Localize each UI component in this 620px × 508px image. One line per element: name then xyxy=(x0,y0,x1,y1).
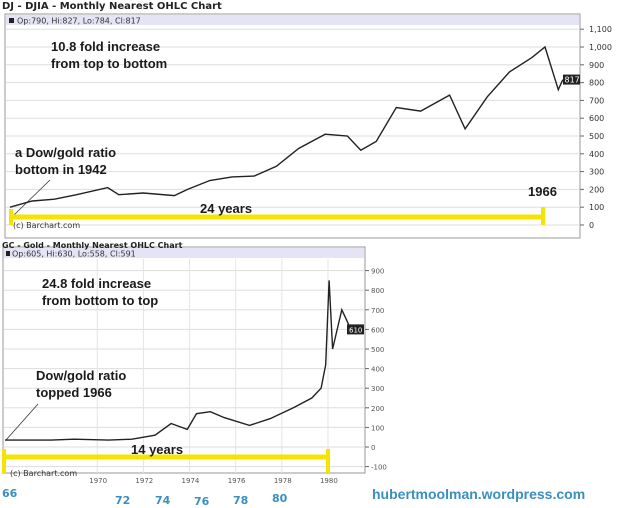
annotation-line: 24.8 fold increase xyxy=(42,276,152,291)
blue-year-label: 80 xyxy=(272,492,288,505)
gold-series xyxy=(5,280,351,441)
x-tick-label: 1976 xyxy=(228,477,246,485)
annotation-line: a Dow/gold ratio xyxy=(15,145,117,160)
y-tick-label: 900 xyxy=(371,268,384,276)
y-tick-label: 0 xyxy=(589,221,594,230)
annotation-line: from bottom to top xyxy=(42,293,159,308)
y-tick-label: 1,100 xyxy=(589,25,612,34)
y-tick-label: 500 xyxy=(371,346,384,354)
blue-year-label: 76 xyxy=(194,495,210,508)
last-price-label: 610 xyxy=(349,326,362,334)
gold-plot-frame xyxy=(2,246,366,474)
x-tick-label: 1970 xyxy=(89,477,107,485)
top-annotation-fold: 10.8 fold increase from top to bottom xyxy=(51,38,167,72)
y-tick-label: 800 xyxy=(589,79,604,88)
bottom-annotation-1966: Dow/gold ratio topped 1966 xyxy=(36,367,126,401)
y-tick-label: 1,000 xyxy=(589,43,612,52)
bottom-annotation-fold: 24.8 fold increase from bottom to top xyxy=(42,275,158,309)
y-tick-label: 0 xyxy=(371,444,375,452)
y-tick-label: 800 xyxy=(371,287,384,295)
annotation-line: bottom in 1942 xyxy=(15,162,107,177)
djia-series xyxy=(9,45,564,208)
blue-year-label: 72 xyxy=(115,494,131,507)
blue-year-label: 78 xyxy=(233,494,249,507)
y-tick-label: 300 xyxy=(371,385,384,393)
y-tick-label: 900 xyxy=(589,61,604,70)
y-tick-label: 200 xyxy=(371,405,384,413)
djia-copyright: (c) Barchart.com xyxy=(13,221,80,230)
y-tick-label: 100 xyxy=(589,203,604,212)
last-price-label: 817 xyxy=(565,76,580,85)
annotation-line: 10.8 fold increase xyxy=(51,39,161,54)
y-tick-label: 700 xyxy=(589,96,604,105)
last-price-badge xyxy=(563,74,580,85)
y-tick-label: 200 xyxy=(589,185,604,194)
annotation-arrow xyxy=(13,179,51,216)
x-tick-label: 1972 xyxy=(135,477,153,485)
top-span-label: 24 years xyxy=(200,201,253,216)
x-tick-label: 1978 xyxy=(274,477,292,485)
x-tick-label: 1974 xyxy=(182,477,200,485)
y-tick-label: 600 xyxy=(589,114,604,123)
blue-year-label: 74 xyxy=(155,494,171,507)
x-tick-label: 1980 xyxy=(320,477,338,485)
blue-year-label: 66 xyxy=(2,487,18,500)
gold-chart: Op:605, Hi:630, Lo:558, Cl:591 -100 0 100 2… xyxy=(2,246,387,485)
y-tick-label: 400 xyxy=(371,366,384,374)
gold-ohlc: Op:605, Hi:630, Lo:558, Cl:591 xyxy=(12,250,136,259)
bottom-chart-title: GC - Gold - Monthly Nearest OHLC Chart xyxy=(2,241,183,250)
annotation-line: from top to bottom xyxy=(51,56,168,71)
top-year-label: 1966 xyxy=(528,184,557,199)
y-tick-label: 300 xyxy=(589,168,604,177)
watermark: hubertmoolman.wordpress.com xyxy=(372,486,586,502)
legend-square-icon xyxy=(9,18,14,23)
legend-square-icon xyxy=(6,251,10,256)
gold-header-bar xyxy=(4,248,364,258)
y-tick-label: 700 xyxy=(371,307,384,315)
djia-header-bar xyxy=(6,15,579,25)
top-chart-title: DJ - DJIA - Monthly Nearest OHLC Chart xyxy=(2,1,222,12)
bottom-span-label: 14 years xyxy=(131,442,184,457)
y-tick-label: 400 xyxy=(589,150,604,159)
y-tick-label: 600 xyxy=(371,326,384,334)
djia-plot-frame xyxy=(4,13,581,239)
annotation-arrow xyxy=(5,403,39,441)
y-tick-label: 100 xyxy=(371,424,384,432)
y-tick-label: -100 xyxy=(371,464,387,472)
djia-ohlc: Op:790, Hi:827, Lo:784, Cl:817 xyxy=(17,17,141,26)
annotation-line: topped 1966 xyxy=(36,385,112,400)
gold-copyright: (c) Barchart.com xyxy=(10,469,77,478)
annotation-line: Dow/gold ratio xyxy=(36,368,127,383)
top-annotation-1942: a Dow/gold ratio bottom in 1942 xyxy=(15,144,116,178)
djia-chart: Op:790, Hi:827, Lo:784, Cl:817 0 100 200 30… xyxy=(4,13,612,239)
y-tick-label: 500 xyxy=(589,132,604,141)
last-price-badge xyxy=(347,324,364,335)
